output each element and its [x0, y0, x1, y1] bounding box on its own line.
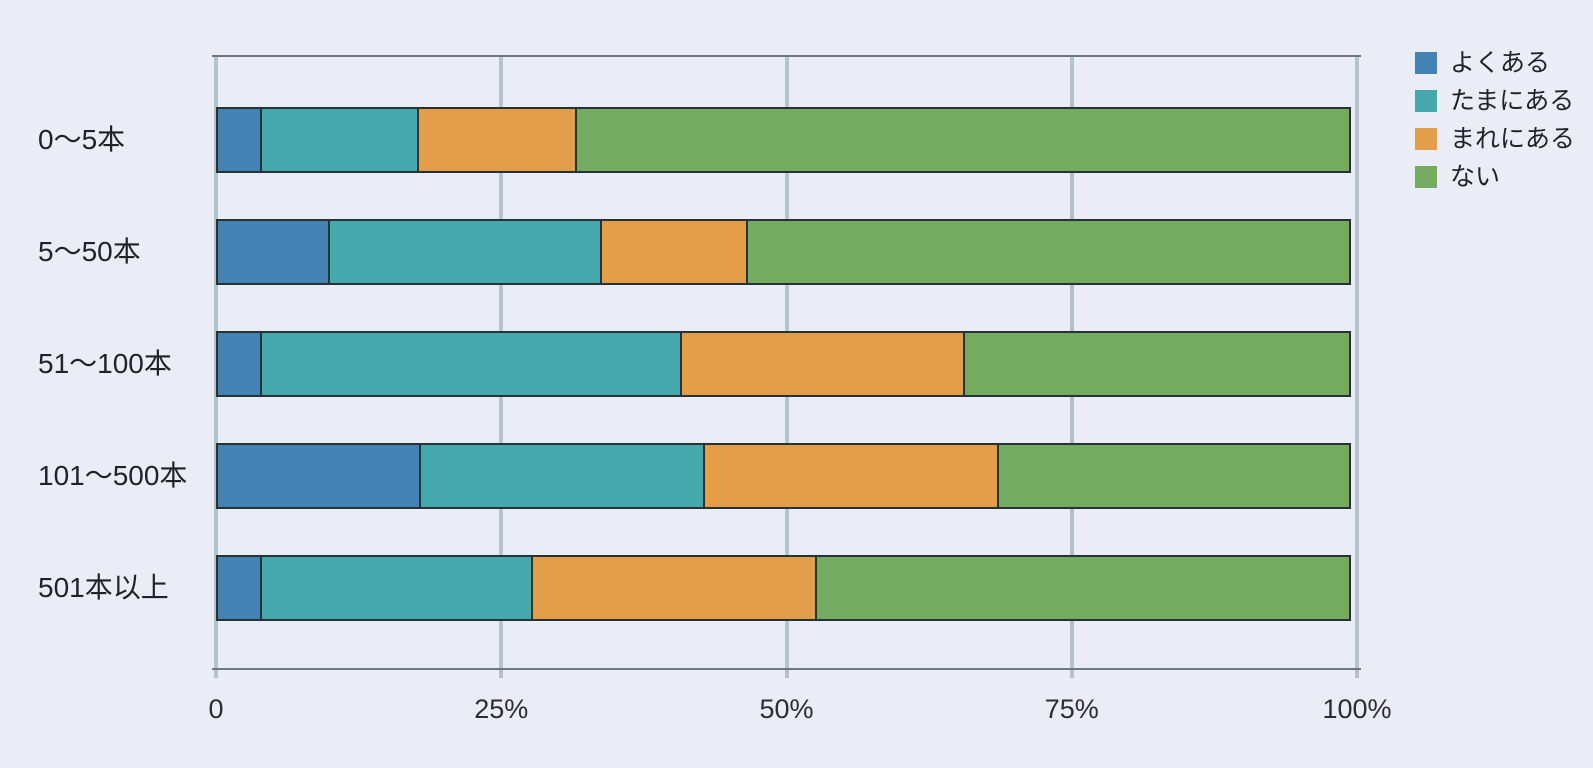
legend-item: よくある [1415, 49, 1575, 77]
bar-segment [328, 219, 602, 285]
bar-segment [259, 331, 682, 397]
legend-swatch-icon [1415, 90, 1437, 112]
legend-item: まれにある [1415, 125, 1576, 153]
legend-swatch-icon [1415, 128, 1437, 150]
bar-segment [216, 331, 262, 397]
y-axis-label: 101〜500本 [38, 460, 188, 491]
bar-segment [531, 555, 817, 621]
x-axis-label: 25% [474, 694, 529, 724]
legend-item: ない [1415, 163, 1575, 191]
bar-segment [997, 443, 1351, 509]
bar-segment [575, 107, 1351, 173]
plot-top-border [212, 55, 1361, 57]
bar-row [216, 555, 1357, 621]
x-axis-label: 0 [208, 694, 224, 724]
legend-item: たまにある [1415, 87, 1575, 115]
legend-swatch-icon [1415, 52, 1437, 74]
legend: よくあるたまにあるまれにあるない [1415, 49, 1576, 191]
bar-segment [417, 107, 578, 173]
bar-row [216, 219, 1357, 285]
plot-area [212, 55, 1361, 678]
bar-row [216, 107, 1357, 173]
bar-row [216, 443, 1357, 509]
bar-segment [746, 219, 1351, 285]
bar-segment [419, 443, 705, 509]
y-axis-label: 0〜5本 [38, 124, 126, 155]
bar-segment [259, 555, 534, 621]
bar-row [216, 331, 1357, 397]
y-axis-label: 51〜100本 [38, 348, 172, 379]
gridline-100pct [1355, 56, 1359, 678]
plot-bottom-border [212, 668, 1361, 670]
bar-segment [216, 555, 262, 621]
x-axis-label: 100% [1322, 694, 1392, 724]
y-axis-label: 501本以上 [38, 572, 169, 603]
legend-swatch-icon [1415, 166, 1437, 188]
legend-label: よくある [1450, 49, 1551, 77]
bar-segment [814, 555, 1351, 621]
x-axis-label: 50% [759, 694, 814, 724]
legend-label: まれにある [1450, 125, 1576, 153]
bar-segment [216, 443, 422, 509]
legend-label: たまにある [1450, 87, 1575, 115]
x-axis-label: 75% [1044, 694, 1099, 724]
bar-segment [599, 219, 749, 285]
bar-segment [963, 331, 1351, 397]
y-axis-label: 5〜50本 [38, 236, 141, 267]
bar-segment [679, 331, 966, 397]
bar-segment [702, 443, 1000, 509]
legend-label: ない [1450, 163, 1501, 191]
bar-segment [259, 107, 420, 173]
bar-segment [216, 219, 331, 285]
bar-segment [216, 107, 262, 173]
